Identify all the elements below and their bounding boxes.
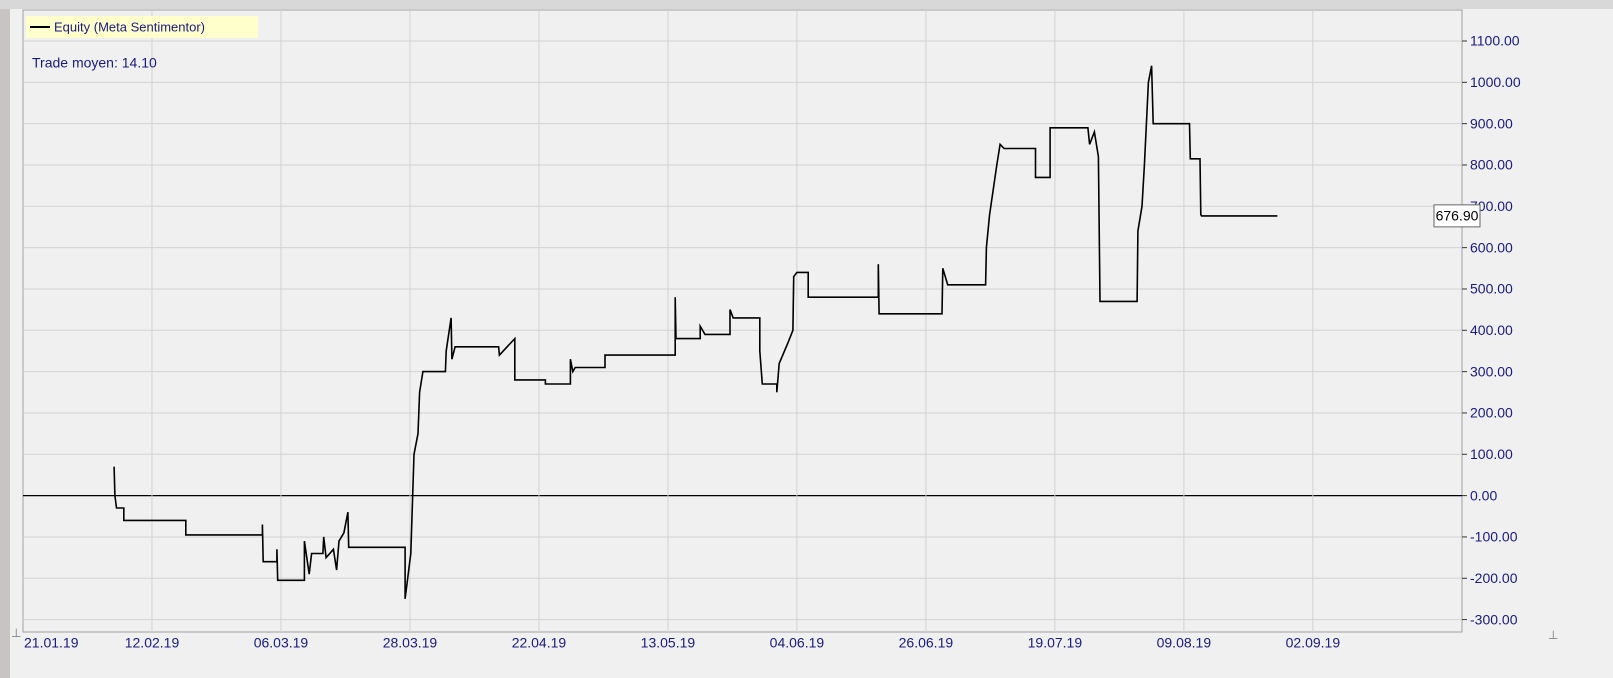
y-tick-label: 1100.00 — [1470, 33, 1520, 49]
y-tick-label: -300.00 — [1470, 611, 1518, 627]
plot-area — [22, 9, 1463, 633]
x-tick-label: 21.01.19 — [24, 635, 79, 651]
y-tick-label: 500.00 — [1470, 281, 1513, 297]
pin-icon: ⊥ — [11, 626, 21, 640]
top-edge — [0, 0, 1613, 9]
pin-icon: ⊥ — [1548, 628, 1558, 642]
x-tick-label: 28.03.19 — [383, 635, 438, 651]
x-tick-label: 22.04.19 — [512, 635, 567, 651]
y-tick-label: 0.00 — [1470, 487, 1497, 503]
legend-box — [26, 16, 258, 38]
x-tick-label: 02.09.19 — [1286, 635, 1341, 651]
y-tick-label: 100.00 — [1470, 446, 1513, 462]
y-tick-label: 600.00 — [1470, 239, 1513, 255]
y-tick-label: -200.00 — [1470, 570, 1518, 586]
y-tick-label: 200.00 — [1470, 405, 1513, 421]
x-tick-label: 13.05.19 — [641, 635, 696, 651]
x-tick-label: 06.03.19 — [254, 635, 309, 651]
marks — [113, 65, 1278, 599]
annotation: Trade moyen: 14.10 — [32, 55, 157, 71]
y-tick-label: 900.00 — [1470, 115, 1513, 131]
y-tick-label: 1000.00 — [1470, 74, 1521, 90]
equity-line — [113, 65, 1278, 599]
current-value-label: 676.90 — [1436, 208, 1479, 224]
x-tick-label: 09.08.19 — [1157, 635, 1212, 651]
y-tick-label: 300.00 — [1470, 363, 1513, 379]
x-tick-label: 12.02.19 — [125, 635, 180, 651]
y-tick-label: 400.00 — [1470, 322, 1513, 338]
y-tick-label: 700.00 — [1470, 198, 1513, 214]
x-tick-label: 19.07.19 — [1028, 635, 1083, 651]
left-edge — [0, 0, 10, 678]
x-tick-label: 26.06.19 — [899, 635, 954, 651]
y-tick-label: 800.00 — [1470, 157, 1513, 173]
legend-label: Equity (Meta Sentimentor) — [54, 19, 205, 34]
legend: Equity (Meta Sentimentor) — [26, 16, 258, 38]
y-tick-label: -100.00 — [1470, 529, 1518, 545]
x-tick-label: 04.06.19 — [770, 635, 825, 651]
current-value-box — [1433, 204, 1481, 228]
